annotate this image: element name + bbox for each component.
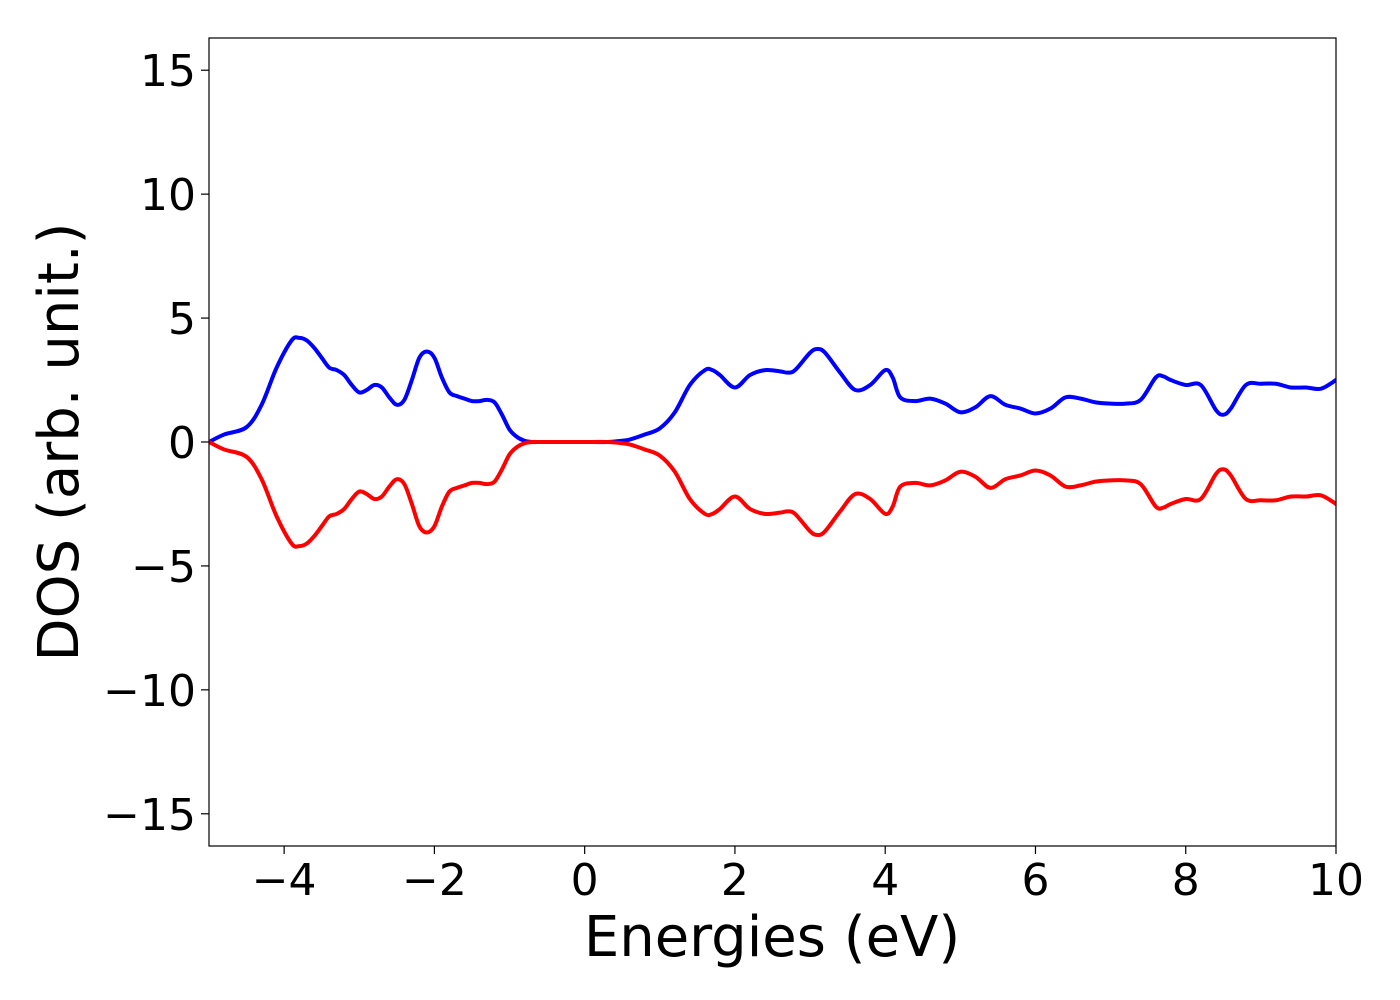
series-line-negative: [209, 439, 1336, 549]
y-axis: 15 10 5 0 −5 −10 −15: [103, 46, 209, 841]
x-tick-label: 8: [1172, 855, 1200, 906]
y-tick-label: −10: [103, 666, 196, 717]
x-tick-label: 6: [1021, 855, 1049, 906]
y-tick-label: 10: [140, 170, 196, 221]
x-tick-label: 2: [721, 855, 749, 906]
x-axis: −4 −2 0 2 4 6 8 10: [252, 846, 1364, 906]
x-tick-label: 0: [571, 855, 599, 906]
series-layer: [209, 335, 1336, 549]
x-tick-label: 4: [871, 855, 899, 906]
y-tick-label: 5: [168, 294, 196, 345]
series-line-positive: [209, 335, 1336, 445]
x-tick-label: 10: [1308, 855, 1364, 906]
x-axis-label: Energies (eV): [584, 905, 960, 970]
y-tick-label: 0: [168, 418, 196, 469]
x-tick-label: −4: [252, 855, 317, 906]
y-axis-label: DOS (arb. unit.): [27, 222, 92, 661]
y-tick-label: 15: [140, 46, 196, 97]
x-tick-label: −2: [402, 855, 467, 906]
y-tick-label: −5: [131, 542, 196, 593]
y-tick-label: −15: [103, 790, 196, 841]
